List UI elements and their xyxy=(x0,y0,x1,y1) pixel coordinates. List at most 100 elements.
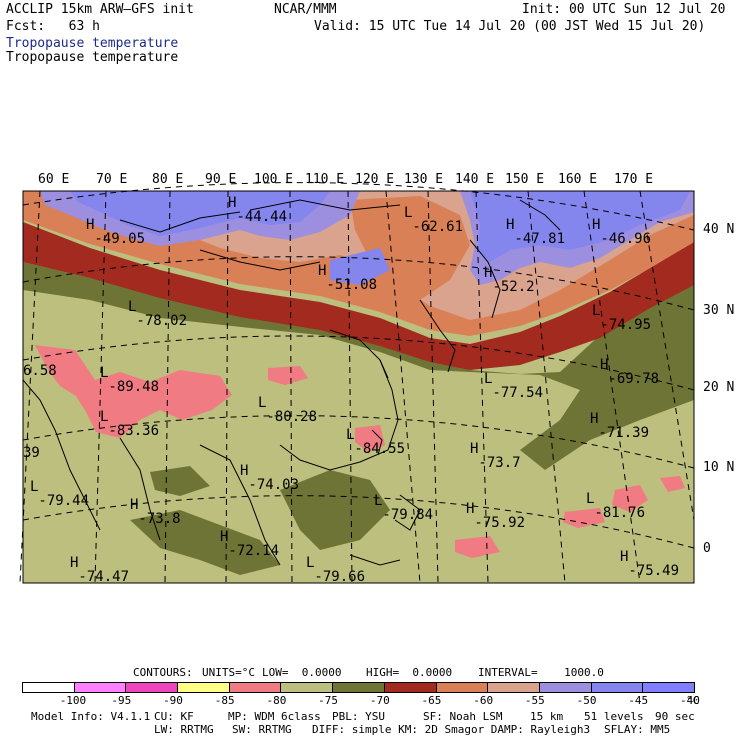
footer-cu: CU: KF xyxy=(154,710,194,723)
legend-swatch xyxy=(487,682,540,693)
footer-sflay: SFLAY: MM5 xyxy=(604,723,671,736)
extremum-label: H -74.03 xyxy=(240,463,300,493)
legend-swatch xyxy=(383,682,437,693)
extremum-label: L -83.36 xyxy=(100,409,160,439)
extremum-label: 39 xyxy=(23,445,40,461)
field-title-primary: Tropopause temperature xyxy=(6,36,179,51)
legend-tick-label: -100 xyxy=(59,694,87,707)
map-frame xyxy=(22,190,695,584)
fill-pink-patch-5 xyxy=(660,476,685,492)
legend-tick-label: °C xyxy=(686,694,700,707)
footer-sf: SF: Noah LSM xyxy=(423,710,503,723)
footer-levels: 51 levels xyxy=(584,710,644,723)
legend-swatch xyxy=(73,682,127,693)
fill-maroon xyxy=(23,222,694,370)
extremum-label: L -80.28 xyxy=(258,395,318,425)
extremum-label: H -75.92 xyxy=(466,501,526,531)
contours-low: LOW= 0.0000 xyxy=(262,666,342,679)
extremum-label: H -44.44 xyxy=(228,195,288,225)
extremum-label: H -47.81 xyxy=(506,217,566,247)
extremum-label: H -74.47 xyxy=(70,555,130,585)
legend-tick-label: -55 xyxy=(524,694,545,707)
extremum-label: H -51.08 xyxy=(318,263,378,293)
extremum-label: H -75.49 xyxy=(620,549,680,579)
center-title: NCAR/MMM xyxy=(274,2,337,17)
extremum-label: L -74.95 xyxy=(592,303,652,333)
lat-label-10n: 10 N xyxy=(703,460,735,475)
extremum-label: L -79.84 xyxy=(374,493,434,523)
extremum-label: 6.58 xyxy=(23,363,57,379)
lon-label-140e: 140 E xyxy=(455,172,495,187)
legend-swatch xyxy=(177,682,230,693)
extremum-label: H -49.05 xyxy=(86,217,146,247)
legend-swatch xyxy=(125,682,179,693)
extremum-label: L -89.48 xyxy=(100,365,160,395)
legend-tick-label: -40 xyxy=(680,694,700,707)
extremum-label: H -73.8 xyxy=(130,497,181,527)
contours-units: UNITS=°C xyxy=(202,666,255,679)
extremum-label: H -73.7 xyxy=(470,441,521,471)
legend-tick-label: -65 xyxy=(421,694,442,707)
legend-swatch xyxy=(642,682,695,693)
lon-label-120e: 120 E xyxy=(355,172,395,187)
fill-pink-india xyxy=(35,345,232,438)
lat-label-40n: 40 N xyxy=(703,222,735,237)
fill-pink-patch-3 xyxy=(612,485,648,512)
model-title: ACCLIP 15km ARW–GFS init xyxy=(6,2,194,17)
footer-mp: MP: WDM 6class xyxy=(228,710,321,723)
fill-blue-east xyxy=(470,191,690,262)
footer-model-info: Model Info: V4.1.1 xyxy=(31,710,151,723)
lon-label-80e: 80 E xyxy=(152,172,184,187)
extremum-label: L -78.02 xyxy=(128,299,188,329)
lon-label-160e: 160 E xyxy=(558,172,598,187)
legend-swatch xyxy=(538,682,592,693)
fill-dark-olive-patch xyxy=(150,466,210,496)
valid-time: Valid: 15 UTC Tue 14 Jul 20 (00 JST Wed … xyxy=(314,19,706,34)
lat-label-20n: 20 N xyxy=(703,380,735,395)
legend-swatch xyxy=(228,682,282,693)
extremum-label: L -79.66 xyxy=(306,555,366,585)
legend-swatch xyxy=(435,682,489,693)
extremum-label: H -69.78 xyxy=(600,357,660,387)
extremum-label: L -77.54 xyxy=(484,371,544,401)
legend-tick-label: -60 xyxy=(473,694,494,707)
init-time: Init: 00 UTC Sun 12 Jul 20 xyxy=(522,2,726,17)
contours-high: HIGH= 0.0000 xyxy=(366,666,453,679)
extremum-label: L -81.76 xyxy=(586,491,646,521)
lat-label-30n: 30 N xyxy=(703,303,735,318)
legend-swatch xyxy=(280,682,334,693)
legend-tick-label: -70 xyxy=(369,694,390,707)
fill-pink-patch-1 xyxy=(268,366,308,385)
contours-interval: INTERVAL= 1000.0 xyxy=(478,666,604,679)
legend-swatch xyxy=(332,682,385,693)
extremum-label: H -72.14 xyxy=(220,529,280,559)
footer-lw: LW: RRTMG xyxy=(154,723,214,736)
extremum-label: H -46.96 xyxy=(592,217,652,247)
legend-tick-label: -85 xyxy=(214,694,235,707)
lon-label-150e: 150 E xyxy=(505,172,545,187)
meridian-lines xyxy=(19,190,695,584)
lon-label-70e: 70 E xyxy=(96,172,128,187)
legend-tick-label: -90 xyxy=(163,694,183,707)
legend-tick-label: -80 xyxy=(266,694,287,707)
extremum-label: L -84.55 xyxy=(346,427,406,457)
forecast-hour: Fcst: 63 h xyxy=(6,19,100,34)
lon-label-90e: 90 E xyxy=(205,172,237,187)
extremum-label: L -62.61 xyxy=(404,205,464,235)
fill-dark-olive-bay xyxy=(130,510,280,575)
contours-label: CONTOURS: xyxy=(133,666,193,679)
footer-pbl: PBL: YSU xyxy=(332,710,385,723)
fill-dark-olive xyxy=(23,262,694,470)
fill-pink-patch-6 xyxy=(455,536,500,558)
extremum-label: L -79.44 xyxy=(30,479,90,509)
legend-tick-label: -95 xyxy=(111,694,132,707)
lon-label-170e: 170 E xyxy=(614,172,654,187)
fill-dark-olive-seasia xyxy=(280,470,390,550)
footer-sw: SW: RRTMG xyxy=(232,723,292,736)
lon-label-100e: 100 E xyxy=(254,172,294,187)
legend-swatch xyxy=(22,682,75,693)
legend-tick-label: -75 xyxy=(318,694,339,707)
fill-orange-core xyxy=(350,196,470,300)
extremum-label: H -52.2 xyxy=(484,265,535,295)
